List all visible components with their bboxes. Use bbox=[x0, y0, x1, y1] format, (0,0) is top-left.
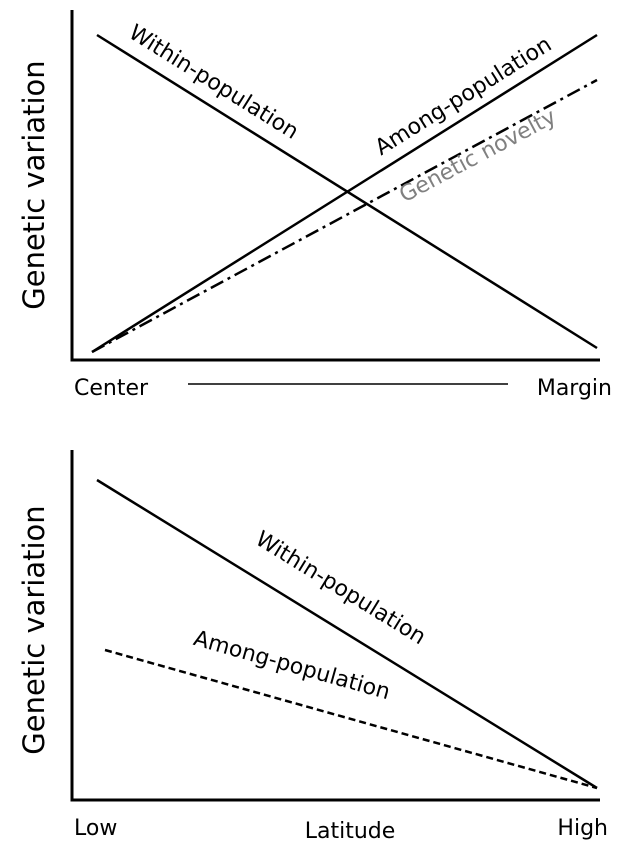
y-label: Genetic variation bbox=[17, 60, 51, 309]
x-left-label: Low bbox=[74, 816, 117, 841]
x-right-label: High bbox=[557, 816, 608, 841]
x-middle-label: Latitude bbox=[305, 819, 396, 841]
among-line bbox=[104, 648, 598, 790]
x-right-label: Margin bbox=[537, 376, 612, 401]
axes bbox=[70, 450, 600, 802]
within-line bbox=[96, 478, 598, 790]
y-label: Genetic variation bbox=[17, 505, 51, 754]
line-label: Within-population bbox=[251, 527, 430, 650]
panel-bottom: Genetic variation Within-population Amon… bbox=[17, 450, 608, 844]
line-label: Among-population bbox=[191, 626, 393, 705]
among-line bbox=[91, 33, 598, 354]
line-label: Within-population bbox=[124, 20, 303, 145]
panel-top: Genetic variation Within-population Amon… bbox=[17, 10, 612, 401]
axes bbox=[70, 10, 600, 362]
x-left-label: Center bbox=[74, 376, 149, 401]
